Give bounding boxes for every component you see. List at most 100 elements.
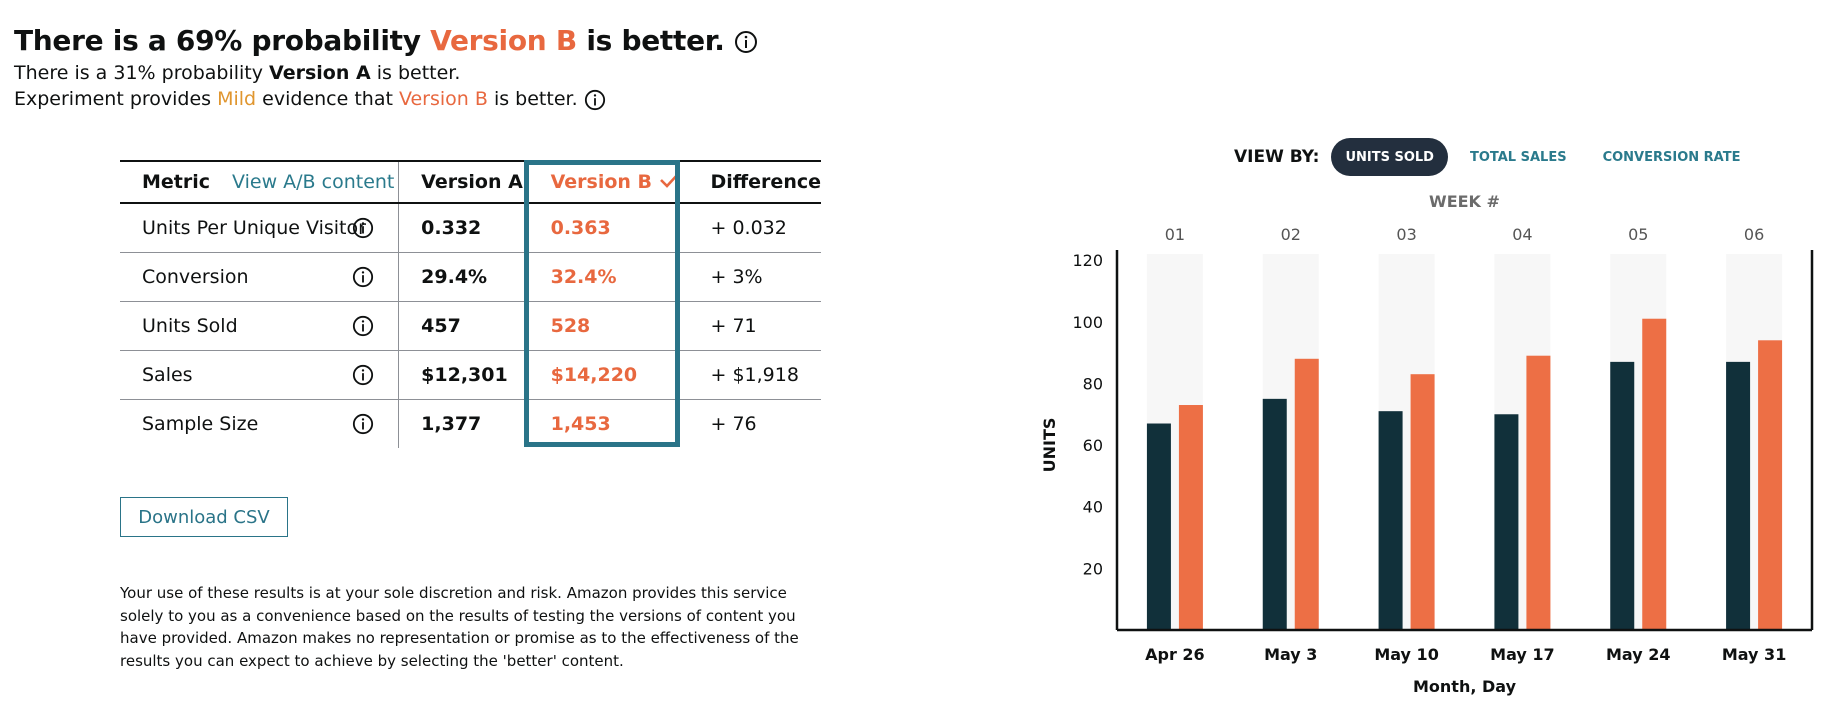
y-tick-label: 100 (1072, 313, 1103, 332)
table-row: Sales $12,301 $14,220 + $1,918 (120, 350, 821, 400)
bar-version-b (1294, 358, 1319, 630)
week-label: 01 (1165, 225, 1185, 244)
subline1-prefix: There is a 31% probability (14, 62, 270, 84)
bar-version-a (1494, 414, 1519, 630)
y-tick-label: 120 (1072, 251, 1103, 270)
metric-label: Sample Size (142, 413, 259, 435)
bar-version-a (1146, 423, 1171, 630)
bar-version-b (1526, 355, 1551, 630)
category-label: May 3 (1264, 645, 1317, 664)
table-row: Sample Size 1,377 1,453 + 76 (120, 399, 821, 448)
subline1-version-a: Version A (269, 62, 371, 84)
info-icon[interactable] (352, 413, 374, 435)
info-icon[interactable] (734, 30, 758, 54)
metric-label: Units Sold (142, 315, 238, 337)
table-row: Conversion 29.4% 32.4% + 3% (120, 252, 821, 302)
difference-value: + 71 (710, 315, 757, 337)
subline2-prefix: Experiment provides (14, 88, 218, 110)
difference-value: + 3% (710, 266, 763, 288)
info-icon[interactable] (352, 266, 374, 288)
evidence-level: Mild (217, 88, 257, 110)
metric-name: Sample Size (120, 399, 400, 448)
difference-value: + 0.032 (710, 217, 787, 239)
info-icon[interactable] (352, 364, 374, 386)
headline-version-b: Version B (430, 24, 577, 57)
week-label: 02 (1281, 225, 1301, 244)
version-a-value: 1,377 (421, 413, 482, 435)
version-a-value: 29.4% (421, 266, 488, 288)
category-label: May 31 (1722, 645, 1787, 664)
y-tick-label: 40 (1083, 498, 1103, 517)
table-header-row: Metric View A/B content Version A Version… (120, 161, 821, 203)
category-label: May 10 (1374, 645, 1439, 664)
table-row: Units Sold 457 528 + 71 (120, 301, 821, 351)
version-a-value: 0.332 (421, 217, 482, 239)
view-by-total-sales-button[interactable]: TOTAL SALES (1456, 138, 1581, 176)
week-axis-title: WEEK # (1429, 192, 1500, 211)
metrics-table: Metric View A/B content Version A Version… (120, 160, 821, 448)
subline2-version-b: Version B (398, 88, 488, 110)
version-b-header-label: Version B (550, 170, 653, 193)
disclaimer-text: Your use of these results is at your sol… (120, 584, 799, 670)
evidence-line: Experiment provides Mild evidence that V… (14, 88, 606, 111)
info-icon[interactable] (352, 217, 374, 239)
metric-header-label: Metric (142, 171, 211, 193)
bar-version-b (1410, 374, 1435, 630)
difference-value: + 76 (710, 413, 757, 435)
week-label: 05 (1628, 225, 1648, 244)
version-b-value: 32.4% (550, 266, 617, 288)
view-by-selector: VIEW BY: UNITS SOLD TOTAL SALES CONVERSI… (1234, 138, 1762, 176)
difference-header: Difference (710, 171, 822, 193)
metric-label: Sales (142, 364, 193, 386)
metric-header: Metric View A/B content (120, 161, 400, 203)
y-tick-label: 80 (1083, 374, 1103, 393)
version-b-value: 528 (550, 315, 591, 337)
category-label: May 17 (1490, 645, 1555, 664)
bar-version-b (1642, 318, 1667, 630)
table-row: Units Per Unique Visitor 0.332 0.363 + 0.03… (120, 203, 821, 253)
bar-version-a (1726, 361, 1751, 630)
subline1-suffix: is better. (370, 62, 461, 84)
bar-version-a (1610, 361, 1635, 630)
metric-label: Conversion (142, 266, 249, 288)
view-by-units-sold-button[interactable]: UNITS SOLD (1331, 138, 1448, 176)
info-icon[interactable] (584, 89, 606, 111)
download-csv-button[interactable]: Download CSV (120, 497, 288, 537)
version-a-value: 457 (421, 315, 461, 337)
headline: There is a 69% probability Version B is … (14, 24, 758, 57)
metric-name: Units Sold (120, 301, 400, 351)
y-axis-title: UNITS (1040, 418, 1059, 473)
view-ab-content-link[interactable]: View A/B content (232, 171, 395, 193)
metric-label: Units Per Unique Visitor (142, 217, 366, 239)
version-a-header: Version A (421, 171, 523, 193)
headline-prefix: There is a 69% probability (14, 24, 431, 57)
category-label: Apr 26 (1145, 645, 1205, 664)
probability-version-a: There is a 31% probability Version A is … (14, 62, 460, 84)
week-label: 03 (1396, 225, 1416, 244)
subline2-suffix: is better. (487, 88, 578, 110)
category-label: May 24 (1606, 645, 1671, 664)
bar-version-a (1378, 411, 1403, 630)
metric-name: Conversion (120, 252, 400, 302)
subline2-middle: evidence that (256, 88, 399, 110)
view-by-conversion-rate-button[interactable]: CONVERSION RATE (1589, 138, 1755, 176)
view-by-label: VIEW BY: (1234, 147, 1320, 167)
metric-name: Units Per Unique Visitor (120, 203, 400, 253)
headline-suffix: is better. (576, 24, 725, 57)
info-icon[interactable] (352, 315, 374, 337)
version-b-value: $14,220 (550, 364, 638, 386)
bar-version-b (1758, 340, 1783, 630)
bar-version-b (1178, 405, 1203, 630)
version-a-value: $12,301 (421, 364, 508, 386)
bar-version-a (1262, 398, 1287, 630)
y-tick-label: 20 (1083, 559, 1103, 578)
week-label: 06 (1744, 225, 1764, 244)
y-tick-label: 60 (1083, 436, 1103, 455)
x-axis-title: Month, Day (1413, 677, 1517, 696)
metric-name: Sales (120, 350, 400, 400)
week-label: 04 (1512, 225, 1532, 244)
difference-value: + $1,918 (710, 364, 799, 386)
check-icon (659, 170, 681, 195)
version-b-header: Version B (529, 161, 689, 203)
